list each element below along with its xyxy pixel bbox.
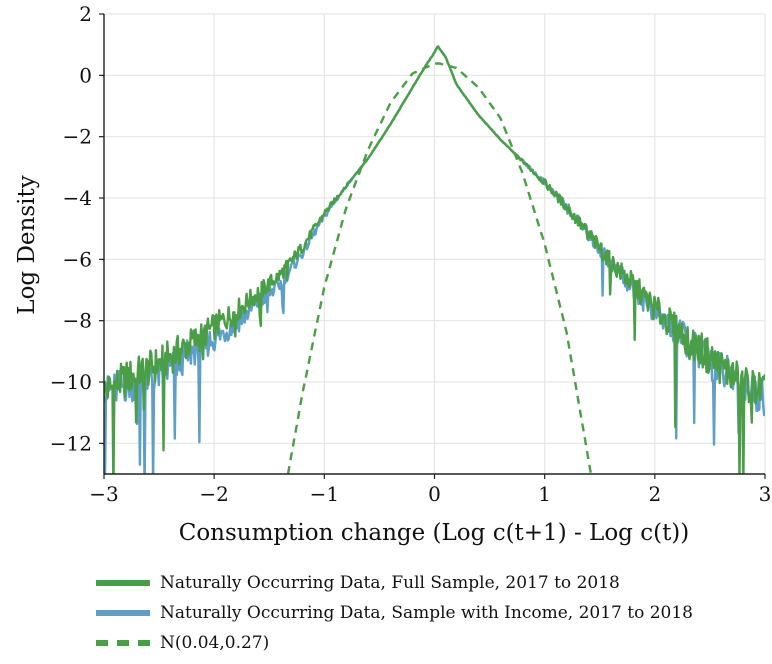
x-axis-title: Consumption change (Log c(t+1) - Log c(t… xyxy=(179,520,690,546)
x-tick-label: −2 xyxy=(199,482,228,506)
legend-swatch-full-sample xyxy=(96,580,150,586)
legend-label-normal-fit: N(0.04,0.27) xyxy=(160,633,269,653)
grid-lines xyxy=(104,14,765,474)
x-tick-label: 3 xyxy=(759,482,772,506)
x-tick-label: −1 xyxy=(310,482,339,506)
x-tick-label: −3 xyxy=(89,482,118,506)
legend-item-full-sample: Naturally Occurring Data, Full Sample, 2… xyxy=(96,568,693,598)
legend: Naturally Occurring Data, Full Sample, 2… xyxy=(96,568,693,658)
x-tick-label: 1 xyxy=(538,482,551,506)
legend-label-income-sample: Naturally Occurring Data, Sample with In… xyxy=(160,603,693,623)
y-tick-label: −2 xyxy=(63,125,92,149)
y-tick-label: −12 xyxy=(50,431,92,455)
series-line-2 xyxy=(288,63,591,474)
density-chart: −3 −2 −1 0 1 2 3−12−10−8−6−4−202 Consumption c… xyxy=(0,0,772,560)
x-tick-label: 2 xyxy=(648,482,661,506)
y-axis-title: Log Density xyxy=(14,175,40,314)
tick-labels: −3 −2 −1 0 1 2 3−12−10−8−6−4−202 xyxy=(50,2,772,506)
legend-swatch-income-sample xyxy=(96,610,150,616)
legend-swatch-normal-fit xyxy=(96,640,150,646)
y-tick-label: −4 xyxy=(63,186,92,210)
y-tick-label: 2 xyxy=(79,2,92,26)
x-tick-label: 0 xyxy=(428,482,441,506)
legend-item-income-sample: Naturally Occurring Data, Sample with In… xyxy=(96,598,693,628)
y-tick-label: −8 xyxy=(63,309,92,333)
y-tick-label: 0 xyxy=(79,63,92,87)
legend-label-full-sample: Naturally Occurring Data, Full Sample, 2… xyxy=(160,573,620,593)
legend-item-normal-fit: N(0.04,0.27) xyxy=(96,628,693,658)
y-tick-label: −10 xyxy=(50,370,92,394)
y-tick-label: −6 xyxy=(63,247,92,271)
